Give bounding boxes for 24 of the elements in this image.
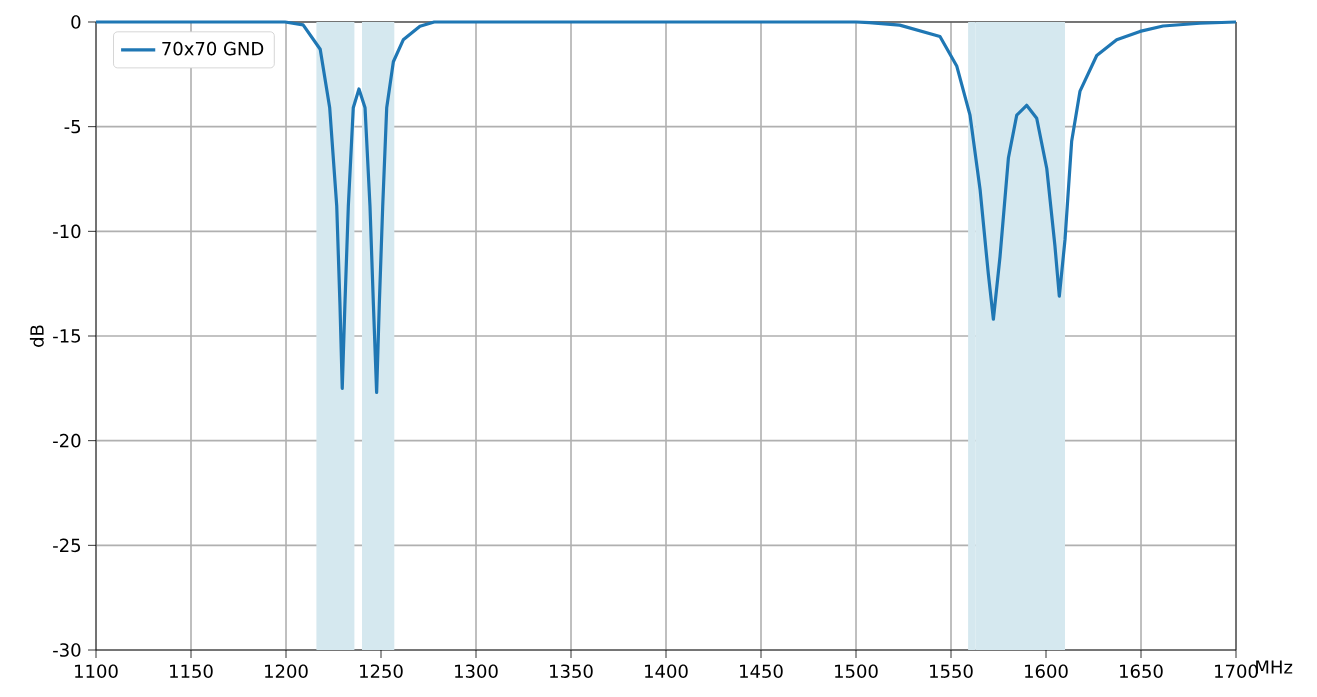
line-series [94, 20, 1238, 395]
x-tick-label: 1500 [835, 664, 878, 679]
x-tick-label: 1150 [170, 664, 213, 679]
legend-label: 70x70 GND [162, 41, 264, 56]
x-tick-label: 1350 [550, 664, 593, 679]
x-tick-label: 1250 [360, 664, 403, 679]
x-tick-label: 1100 [75, 664, 118, 679]
y-tick-label: 0 [71, 15, 81, 29]
y-tick-label: -5 [64, 119, 81, 134]
x-tick-label: 1200 [265, 664, 308, 679]
x-tick-label: 1600 [1025, 664, 1068, 679]
x-tick-label: 1450 [740, 664, 783, 679]
y-tick-label: -20 [53, 433, 81, 448]
x-tick-label: 1700 [1215, 664, 1258, 679]
x-tick-label: 1550 [930, 664, 973, 679]
y-tick-label: -15 [53, 329, 81, 343]
x-tick-label: 1650 [1120, 664, 1163, 679]
y-tick-label: -30 [53, 643, 81, 657]
x-tick-label: 1400 [645, 664, 688, 679]
x-tick-label: 1300 [455, 664, 498, 679]
y-tick-label: -25 [53, 538, 81, 553]
y-tick-label: -10 [53, 224, 81, 239]
x-axis-title: MHz [1256, 660, 1293, 674]
y-axis-title: dB [29, 325, 44, 347]
